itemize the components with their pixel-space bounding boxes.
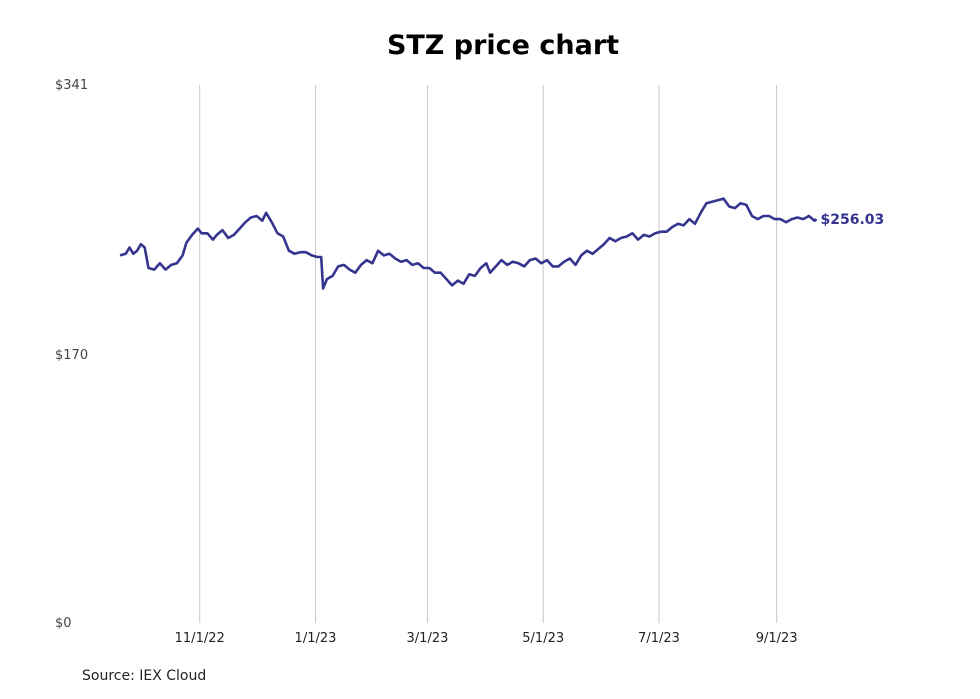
y-axis: $0 $170 $341 (55, 78, 88, 631)
y-tick-label: $0 (55, 616, 72, 631)
x-tick-label: 9/1/23 (756, 631, 798, 646)
y-tick-label: $341 (55, 78, 88, 93)
x-tick-label: 5/1/23 (522, 631, 564, 646)
last-price-label: $256.03 (820, 212, 884, 228)
source-note: Source: IEX Cloud (82, 668, 207, 684)
y-tick-label: $170 (55, 348, 88, 363)
x-tick-label: 1/1/23 (295, 631, 337, 646)
x-axis: 11/1/22 1/1/23 3/1/23 5/1/23 7/1/23 9/1/23 (175, 631, 798, 646)
price-series-line (119, 197, 818, 290)
x-tick-label: 3/1/23 (407, 631, 449, 646)
chart-title: STZ price chart (386, 30, 620, 61)
gridlines (199, 85, 778, 623)
x-tick-label: 7/1/23 (638, 631, 680, 646)
x-tick-label: 11/1/22 (175, 631, 225, 646)
